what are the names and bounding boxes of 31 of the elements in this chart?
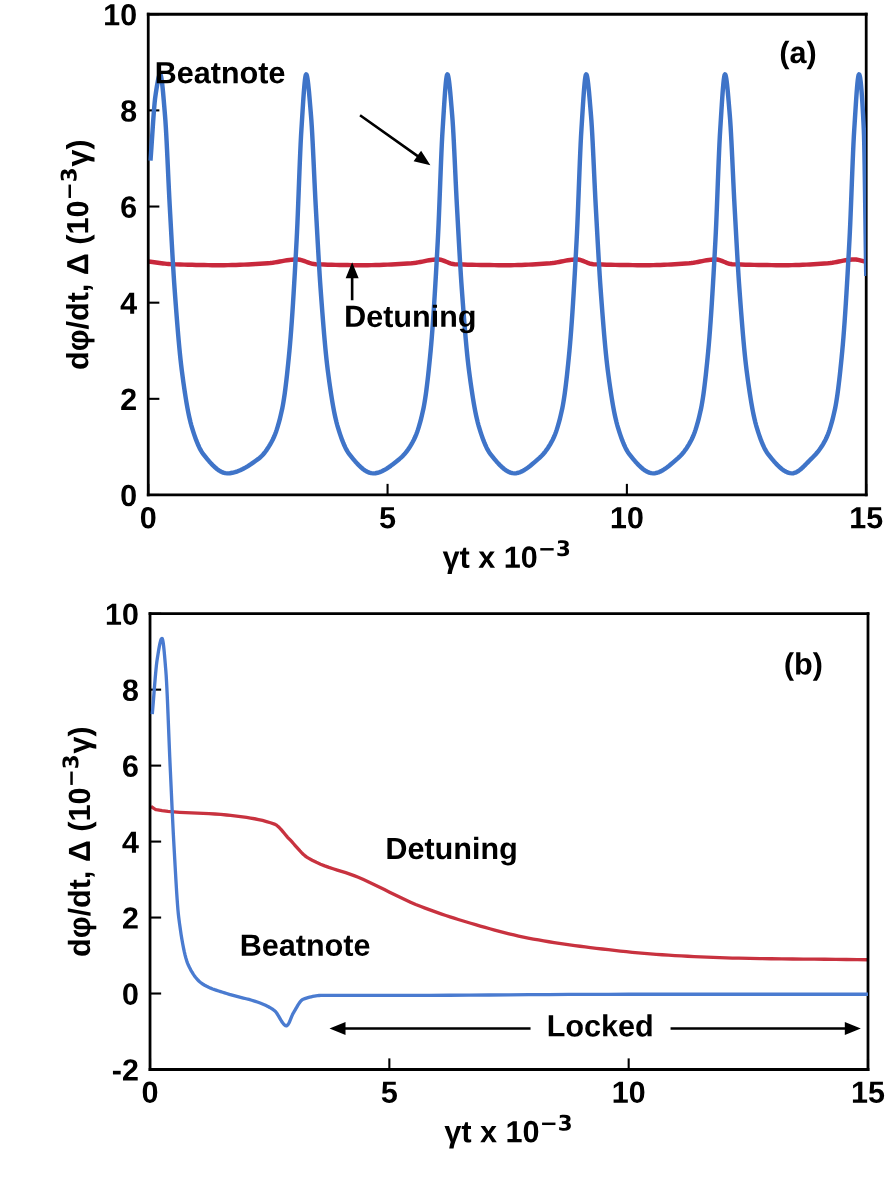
- x-axis-title: γt x 10$^{−3}$: [444, 1114, 571, 1149]
- x-tick-label: 15: [851, 507, 883, 529]
- x-tick-label: 10: [613, 1081, 645, 1104]
- y-tick-label: 2: [122, 907, 138, 929]
- annotation: Detuning: [387, 836, 516, 866]
- y-tick-label: 4: [120, 292, 137, 314]
- y-axis-title: dφ/dt, Δ (10$^{−3}$γ): [62, 727, 97, 956]
- x-tick-label: 0: [140, 506, 156, 529]
- y-tick-label: 10: [106, 603, 138, 626]
- x-tick-label: 5: [381, 1081, 397, 1104]
- x-tick-label: 10: [611, 506, 643, 529]
- x-tick-label: 15: [852, 1081, 885, 1104]
- y-tick-label: 2: [121, 388, 136, 410]
- y-tick-label: 6: [123, 755, 138, 777]
- annotation: Locked: [548, 1014, 652, 1037]
- annotation: Beatnote: [241, 934, 370, 956]
- y-tick-label: 4: [122, 831, 139, 853]
- annotation: (a): [780, 40, 816, 70]
- y-tick-label: 8: [121, 100, 137, 122]
- y-tick-label: 8: [122, 679, 138, 702]
- y-axis-title: dφ/dt, Δ (10$^{−3}$γ): [60, 140, 95, 369]
- x-tick-label: 0: [142, 1081, 158, 1104]
- y-tick-label: 6: [121, 196, 137, 218]
- y-tick-label: 0: [123, 983, 138, 1005]
- y-tick-label: -2: [112, 1059, 138, 1081]
- x-axis-title: γt x 10$^{−3}$: [442, 540, 570, 575]
- annotation: (b): [785, 652, 822, 681]
- y-tick-label: 0: [121, 484, 136, 507]
- annotation: Beatnote: [156, 62, 285, 84]
- x-tick-label: 5: [380, 507, 396, 529]
- y-tick-label: 10: [105, 3, 136, 26]
